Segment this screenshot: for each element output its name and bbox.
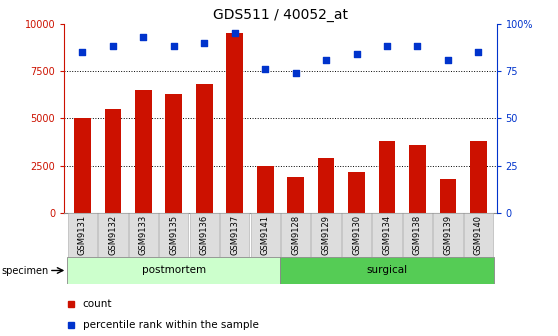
Bar — [440, 179, 456, 213]
Text: percentile rank within the sample: percentile rank within the sample — [83, 321, 258, 330]
Text: count: count — [83, 299, 112, 308]
Point — [200, 40, 209, 45]
Bar — [464, 213, 493, 257]
Bar — [98, 213, 128, 257]
Bar — [287, 177, 304, 213]
Point — [352, 51, 361, 56]
Bar — [159, 213, 189, 257]
Point — [321, 57, 330, 62]
Text: GSM9133: GSM9133 — [139, 215, 148, 255]
Text: GSM9129: GSM9129 — [321, 215, 330, 255]
Bar — [348, 172, 365, 213]
Text: surgical: surgical — [367, 265, 407, 276]
Text: GSM9128: GSM9128 — [291, 215, 300, 255]
Text: postmortem: postmortem — [142, 265, 206, 276]
Text: GSM9130: GSM9130 — [352, 215, 361, 255]
Point — [444, 57, 453, 62]
Point — [383, 44, 392, 49]
Bar — [220, 213, 249, 257]
Point — [474, 49, 483, 55]
Bar — [165, 94, 182, 213]
Bar — [104, 109, 121, 213]
Point — [78, 49, 87, 55]
Bar — [280, 257, 494, 284]
Text: GSM9136: GSM9136 — [200, 215, 209, 255]
Text: GSM9132: GSM9132 — [108, 215, 117, 255]
Point — [413, 44, 422, 49]
Bar — [196, 84, 213, 213]
Point — [291, 70, 300, 76]
Point — [169, 44, 178, 49]
Bar — [318, 158, 334, 213]
Bar — [379, 141, 396, 213]
Text: GSM9139: GSM9139 — [444, 215, 453, 255]
Bar — [433, 213, 463, 257]
Bar — [67, 257, 280, 284]
Bar — [311, 213, 341, 257]
Text: GSM9138: GSM9138 — [413, 215, 422, 255]
Text: GSM9134: GSM9134 — [382, 215, 392, 255]
Point — [230, 30, 239, 36]
Bar — [257, 166, 273, 213]
Bar — [470, 141, 487, 213]
Bar — [372, 213, 402, 257]
Bar — [403, 213, 432, 257]
Title: GDS511 / 40052_at: GDS511 / 40052_at — [213, 8, 348, 23]
Point — [261, 67, 270, 72]
Text: GSM9137: GSM9137 — [230, 215, 239, 255]
Bar — [342, 213, 371, 257]
Bar — [135, 90, 152, 213]
Point — [108, 44, 117, 49]
Bar — [409, 145, 426, 213]
Text: GSM9135: GSM9135 — [169, 215, 179, 255]
Text: specimen: specimen — [1, 266, 49, 276]
Bar — [227, 33, 243, 213]
Text: GSM9141: GSM9141 — [261, 215, 270, 255]
Bar — [129, 213, 158, 257]
Bar — [190, 213, 219, 257]
Point — [139, 34, 148, 40]
Bar — [251, 213, 280, 257]
Bar — [74, 119, 91, 213]
Text: GSM9140: GSM9140 — [474, 215, 483, 255]
Bar — [281, 213, 310, 257]
Text: GSM9131: GSM9131 — [78, 215, 87, 255]
Bar — [68, 213, 97, 257]
